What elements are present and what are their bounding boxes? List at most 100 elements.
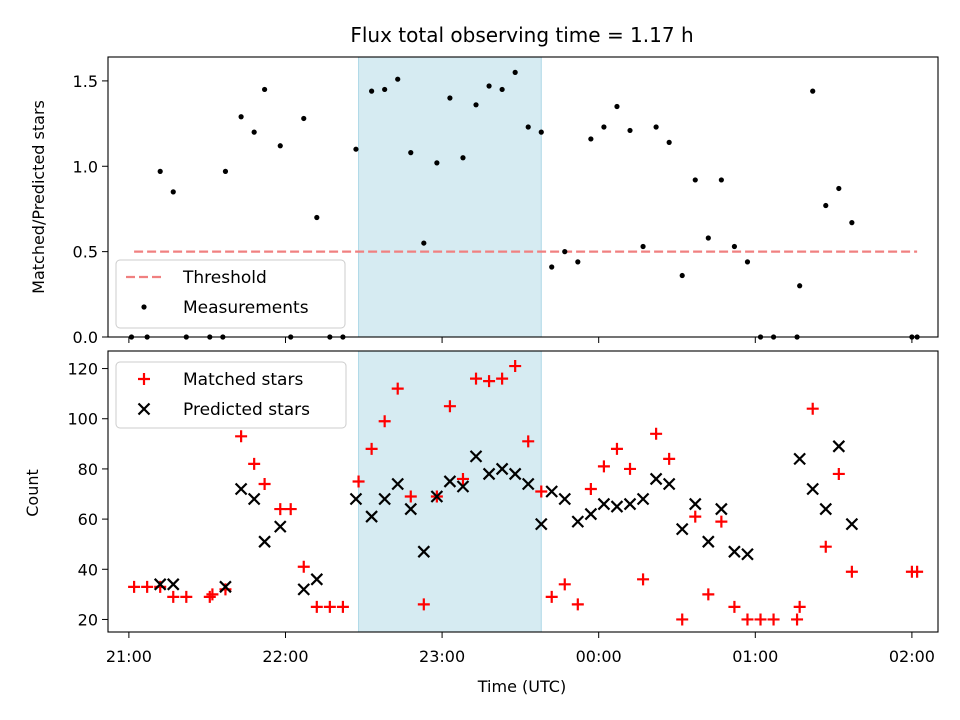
- observing-time-span: [358, 56, 542, 338]
- predicted-stars-point: [508, 467, 522, 481]
- predicted-stars-point: [584, 507, 598, 521]
- matched-stars-point: [470, 372, 483, 385]
- y-tick-label: 0.0: [73, 328, 98, 347]
- measurement-point: [421, 240, 427, 246]
- measurement-point: [395, 76, 401, 82]
- matched-stars-point: [336, 600, 349, 613]
- measurement-point: [262, 86, 268, 93]
- matched-stars-point: [284, 503, 297, 516]
- legend-label: Threshold: [182, 268, 267, 288]
- predicted-stars-point: [443, 475, 457, 488]
- measurement-point: [797, 283, 803, 289]
- matched-stars-point: [584, 482, 597, 495]
- predicted-stars-point: [636, 492, 650, 506]
- predicted-stars-point: [597, 497, 611, 511]
- matched-stars-point: [663, 452, 676, 465]
- matched-stars-point: [417, 598, 430, 611]
- y-tick-label: 20: [78, 610, 98, 629]
- predicted-stars-point: [430, 490, 444, 503]
- predicted-stars-point: [404, 502, 418, 516]
- predicted-stars-point: [391, 477, 404, 491]
- matched-stars-point: [832, 467, 845, 480]
- measurement-point: [575, 259, 581, 265]
- matched-stars-point: [676, 613, 689, 626]
- measurement-point: [836, 185, 842, 192]
- predicted-stars-point: [741, 547, 754, 561]
- matched-stars-point: [535, 485, 548, 498]
- matched-stars-point: [806, 402, 819, 415]
- measurement-point: [653, 124, 659, 130]
- y-tick-label: 100: [67, 410, 98, 429]
- predicted-stars-point: [662, 477, 676, 491]
- x-tick-label: 22:00: [262, 647, 308, 666]
- predicted-stars-point: [234, 482, 248, 496]
- legend-matched-swatch: [138, 373, 150, 385]
- matched-stars-point: [597, 460, 610, 473]
- measurement-point: [251, 129, 257, 135]
- measurement-point: [238, 114, 244, 120]
- legend-box: [115, 259, 346, 329]
- matched-stars-point: [310, 600, 323, 613]
- matched-stars-point: [297, 560, 310, 573]
- measurement-point: [447, 95, 453, 101]
- predicted-stars-point: [610, 500, 624, 513]
- y-tick-label: 40: [78, 560, 98, 579]
- matched-stars-point: [767, 613, 780, 626]
- matched-stars-point: [715, 515, 728, 528]
- matched-stars-point: [365, 442, 378, 455]
- measurement-point: [588, 136, 594, 142]
- predicted-stars-point: [153, 578, 167, 591]
- measurement-point: [222, 168, 229, 174]
- predicted-stars-point: [728, 545, 741, 558]
- matched-stars-point: [167, 590, 180, 603]
- matched-stars-point: [911, 565, 924, 578]
- predicted-stars-point: [702, 535, 715, 548]
- predicted-stars-point: [166, 578, 180, 591]
- measurement-point: [512, 69, 518, 75]
- predicted-stars-point: [534, 517, 548, 531]
- x-tick-label: 02:00: [889, 647, 935, 666]
- bottom-panel: 20 40 60 80 100 120 21:00 22:00 23:00 00:00 01:00 0…: [67, 350, 939, 666]
- predicted-stars-point: [273, 520, 287, 533]
- measurement-point: [679, 272, 685, 279]
- predicted-stars-point: [310, 573, 324, 586]
- axes-frame: [107, 350, 939, 633]
- matched-stars-point: [235, 430, 248, 443]
- measurement-point: [301, 115, 307, 122]
- matched-stars-point: [274, 503, 287, 516]
- y-tick-label: 0.5: [73, 243, 98, 262]
- predicted-stars-point: [832, 440, 846, 453]
- measurement-point: [473, 102, 479, 108]
- measurement-point: [810, 88, 816, 94]
- measurement-point: [731, 243, 738, 250]
- y-tick-label: 80: [78, 460, 98, 479]
- predicted-stars-point: [806, 482, 819, 496]
- matched-stars-point: [741, 613, 754, 626]
- legend-label: Matched stars: [183, 370, 303, 390]
- y-tick-label: 120: [67, 360, 98, 379]
- measurement-point: [157, 168, 163, 174]
- predicted-stars-point: [571, 515, 585, 528]
- predicted-stars-point: [623, 497, 637, 511]
- measurement-point: [614, 103, 620, 110]
- matched-stars-point: [378, 415, 391, 428]
- matched-stars-point: [180, 590, 193, 603]
- x-tick-label: 21:00: [106, 647, 152, 666]
- axes-frame: [107, 56, 939, 338]
- matched-stars-point: [258, 477, 271, 490]
- measurement-point: [849, 220, 855, 226]
- predicted-stars-point: [521, 477, 535, 491]
- predicted-stars-point: [819, 502, 833, 516]
- predicted-stars-point: [247, 492, 261, 506]
- measurement-point: [823, 202, 829, 209]
- predicted-stars-point: [845, 517, 859, 531]
- matched-stars-point: [496, 372, 509, 385]
- matched-stars-point: [509, 360, 522, 373]
- x-tick-label: 23:00: [419, 647, 465, 666]
- predicted-stars-point: [495, 462, 509, 476]
- legend-label: Measurements: [183, 298, 309, 318]
- y-tick-label: 1.0: [73, 157, 98, 176]
- predicted-stars-point: [545, 485, 558, 498]
- measurement-point: [170, 189, 176, 195]
- measurement-point: [525, 124, 531, 130]
